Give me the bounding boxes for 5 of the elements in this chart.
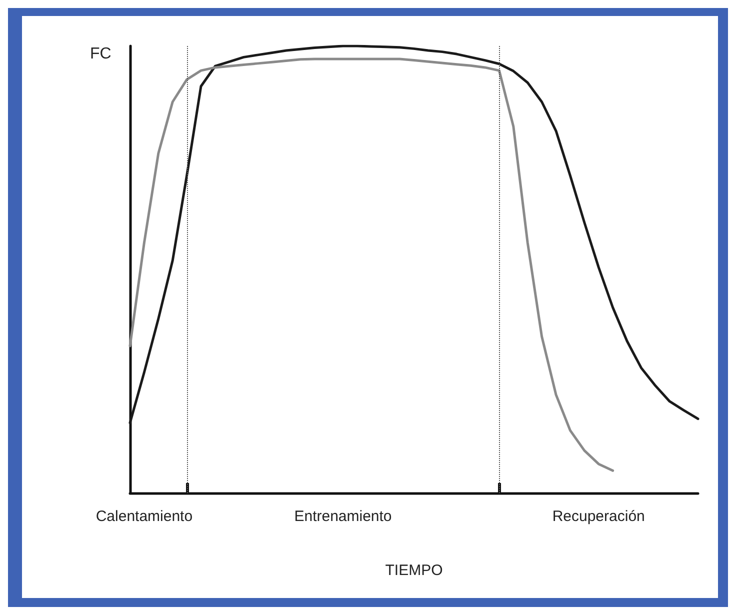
x-tick-label: Entrenamiento [294, 508, 392, 525]
x-tick-label: Recuperación [552, 508, 645, 525]
x-tick-label: Calentamiento [96, 508, 193, 525]
x-axis-title: TIEMPO [385, 562, 443, 579]
y-axis-title: FC [90, 46, 112, 62]
